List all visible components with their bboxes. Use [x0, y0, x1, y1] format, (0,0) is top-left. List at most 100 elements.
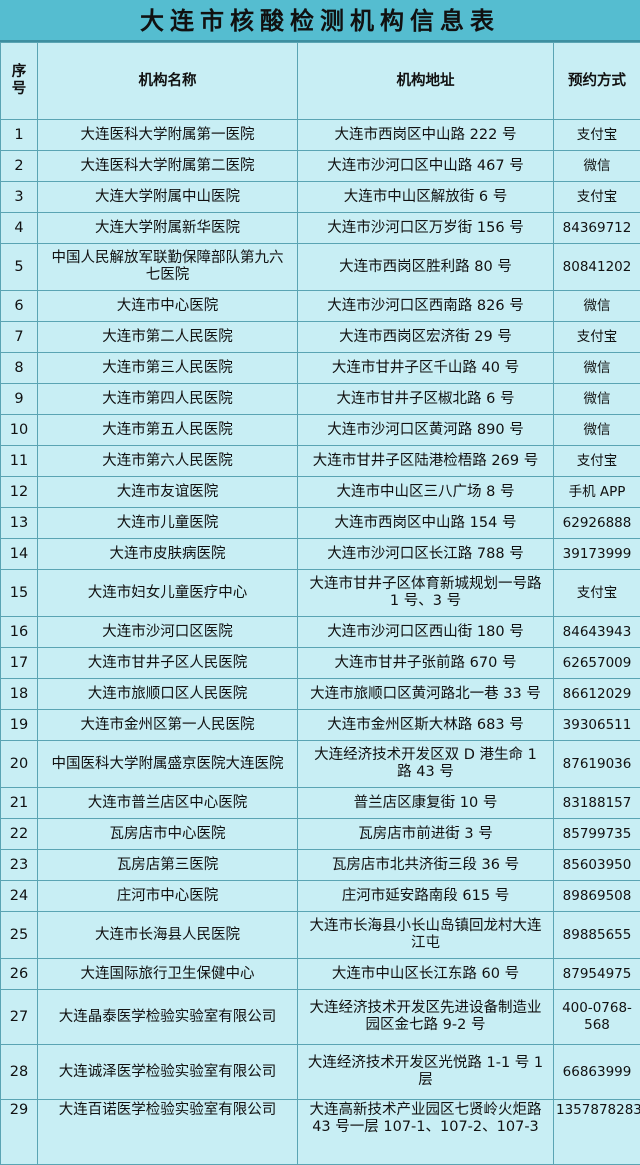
table-cell: 大连晶泰医学检验实验室有限公司 — [38, 990, 298, 1045]
table-cell: 大连市中山区三八广场 8 号 — [298, 477, 554, 508]
table-cell: 大连市沙河口区黄河路 890 号 — [298, 415, 554, 446]
table-cell: 21 — [1, 788, 38, 819]
table-cell: 支付宝 — [554, 446, 640, 477]
table-cell: 39306511 — [554, 710, 640, 741]
table-cell: 16 — [1, 617, 38, 648]
table-cell: 大连市沙河口区西南路 826 号 — [298, 291, 554, 322]
table-cell: 大连医科大学附属第一医院 — [38, 120, 298, 151]
table-cell: 大连国际旅行卫生保健中心 — [38, 959, 298, 990]
table-cell: 大连大学附属新华医院 — [38, 213, 298, 244]
table-cell: 瓦房店市前进街 3 号 — [298, 819, 554, 850]
table-cell: 微信 — [554, 415, 640, 446]
table-cell: 大连市西岗区中山路 154 号 — [298, 508, 554, 539]
table-cell: 13 — [1, 508, 38, 539]
table-cell: 大连市皮肤病医院 — [38, 539, 298, 570]
table-cell: 庄河市延安路南段 615 号 — [298, 881, 554, 912]
table-cell: 87954975 — [554, 959, 640, 990]
table-cell: 大连市中山区长江东路 60 号 — [298, 959, 554, 990]
table-cell: 84643943 — [554, 617, 640, 648]
table-cell: 大连市妇女儿童医疗中心 — [38, 570, 298, 617]
table-cell: 大连市西岗区胜利路 80 号 — [298, 244, 554, 291]
table-cell: 19 — [1, 710, 38, 741]
table-cell: 13578782835 — [554, 1100, 640, 1165]
table-cell: 25 — [1, 912, 38, 959]
table-cell: 87619036 — [554, 741, 640, 788]
table-cell: 15 — [1, 570, 38, 617]
table-cell: 大连高新技术产业园区七贤岭火炬路 43 号一层 107-1、107-2、107-… — [298, 1100, 554, 1165]
table-cell: 大连市甘井子区椒北路 6 号 — [298, 384, 554, 415]
table-cell: 17 — [1, 648, 38, 679]
table-cell: 瓦房店市中心医院 — [38, 819, 298, 850]
table-cell: 支付宝 — [554, 570, 640, 617]
table-cell: 26 — [1, 959, 38, 990]
header-cell: 机构地址 — [298, 43, 554, 120]
table-cell: 手机 APP — [554, 477, 640, 508]
table-cell: 大连市第六人民医院 — [38, 446, 298, 477]
table-cell: 89885655 — [554, 912, 640, 959]
table-cell: 大连市儿童医院 — [38, 508, 298, 539]
table-cell: 39173999 — [554, 539, 640, 570]
header-row: 序号机构名称机构地址预约方式 — [1, 43, 640, 120]
table-cell: 1 — [1, 120, 38, 151]
table-cell: 中国人民解放军联勤保障部队第九六七医院 — [38, 244, 298, 291]
table-cell: 85603950 — [554, 850, 640, 881]
table-cell: 28 — [1, 1045, 38, 1100]
table-cell: 大连市沙河口区中山路 467 号 — [298, 151, 554, 182]
table-cell: 大连经济技术开发区双 D 港生命 1 路 43 号 — [298, 741, 554, 788]
table-cell: 83188157 — [554, 788, 640, 819]
table-cell: 20 — [1, 741, 38, 788]
table-cell: 22 — [1, 819, 38, 850]
table-cell: 24 — [1, 881, 38, 912]
table-cell: 大连市普兰店区中心医院 — [38, 788, 298, 819]
table-cell: 大连市金州区第一人民医院 — [38, 710, 298, 741]
table-cell: 普兰店区康复街 10 号 — [298, 788, 554, 819]
table-cell: 62926888 — [554, 508, 640, 539]
table-cell: 大连市甘井子张前路 670 号 — [298, 648, 554, 679]
table-cell: 9 — [1, 384, 38, 415]
table-title: 大连市核酸检测机构信息表 — [0, 0, 640, 42]
table-cell: 大连经济技术开发区光悦路 1-1 号 1层 — [298, 1045, 554, 1100]
table-cell: 18 — [1, 679, 38, 710]
table-cell: 大连市甘井子区人民医院 — [38, 648, 298, 679]
table-cell: 微信 — [554, 384, 640, 415]
table-cell: 29 — [1, 1100, 38, 1165]
table-cell: 2 — [1, 151, 38, 182]
table-cell: 大连市金州区斯大林路 683 号 — [298, 710, 554, 741]
table-cell: 12 — [1, 477, 38, 508]
table-cell: 大连市中心医院 — [38, 291, 298, 322]
table-cell: 大连市友谊医院 — [38, 477, 298, 508]
table-cell: 大连市第三人民医院 — [38, 353, 298, 384]
table-cell: 支付宝 — [554, 322, 640, 353]
table-cell: 大连市沙河口区万岁街 156 号 — [298, 213, 554, 244]
table-cell: 大连市长海县小长山岛镇回龙村大连江屯 — [298, 912, 554, 959]
header-cell: 序号 — [1, 43, 38, 120]
table-cell: 89869508 — [554, 881, 640, 912]
table-cell: 大连医科大学附属第二医院 — [38, 151, 298, 182]
table-cell: 10 — [1, 415, 38, 446]
table-cell: 微信 — [554, 291, 640, 322]
table-cell: 中国医科大学附属盛京医院大连医院 — [38, 741, 298, 788]
table-cell: 大连大学附属中山医院 — [38, 182, 298, 213]
